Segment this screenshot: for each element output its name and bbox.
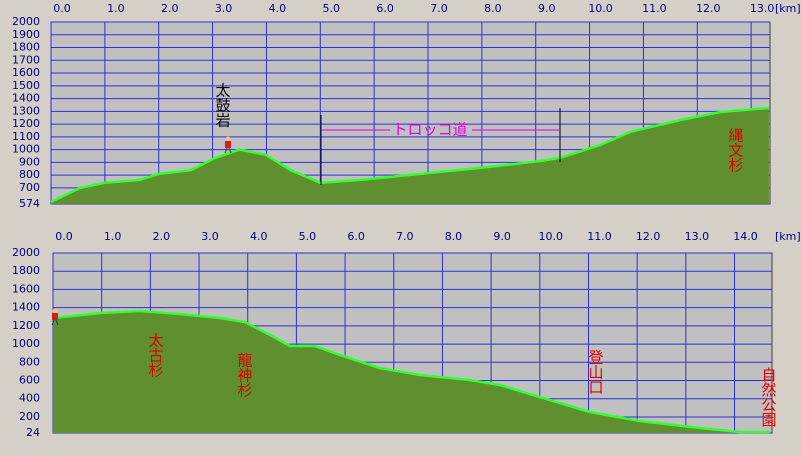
x-axis-label: [km] bbox=[775, 2, 801, 15]
annotation: 登山口 bbox=[587, 350, 605, 395]
x-tick-label: 2.0 bbox=[153, 230, 171, 243]
y-tick-label: 1700 bbox=[12, 53, 40, 66]
x-tick-label: 9.0 bbox=[538, 2, 556, 15]
annotation: 自然公園 bbox=[760, 367, 778, 427]
x-tick-label: 7.0 bbox=[430, 2, 448, 15]
hiker-leg bbox=[55, 319, 59, 326]
y-tick-label: 2000 bbox=[12, 15, 40, 28]
y-tick-label: 1500 bbox=[12, 79, 40, 92]
annotation: 縄文杉 bbox=[727, 128, 745, 173]
y-tick-label: 600 bbox=[19, 374, 40, 387]
x-tick-label: 10.0 bbox=[539, 230, 564, 243]
y-tick-label: 574 bbox=[19, 197, 40, 210]
x-tick-label: 5.0 bbox=[299, 230, 317, 243]
x-tick-label: 0.0 bbox=[53, 2, 71, 15]
hiker-body bbox=[225, 141, 231, 148]
x-tick-label: 11.0 bbox=[642, 2, 667, 15]
y-tick-label: 1100 bbox=[12, 130, 40, 143]
profile-line bbox=[52, 309, 770, 434]
y-tick-label: 1000 bbox=[12, 337, 40, 350]
x-tick-label: 13.0 bbox=[750, 2, 775, 15]
annotation: 太鼓岩 bbox=[214, 83, 232, 128]
y-tick-label: 700 bbox=[19, 181, 40, 194]
y-tick-label: 400 bbox=[19, 392, 40, 405]
y-tick-label: 2000 bbox=[12, 246, 40, 259]
y-tick-label: 24 bbox=[26, 426, 40, 439]
x-tick-label: 8.0 bbox=[445, 230, 463, 243]
x-tick-label: 14.0 bbox=[733, 230, 758, 243]
profile-line bbox=[50, 106, 770, 204]
y-tick-label: 1800 bbox=[12, 264, 40, 277]
x-tick-label: 0.0 bbox=[55, 230, 73, 243]
y-tick-label: 1300 bbox=[12, 104, 40, 117]
annotation: 龍神杉 bbox=[236, 353, 254, 398]
y-tick-label: 800 bbox=[19, 168, 40, 181]
y-tick-label: 1600 bbox=[12, 66, 40, 79]
y-tick-label: 1200 bbox=[12, 117, 40, 130]
annotation: 太古杉 bbox=[147, 333, 165, 378]
x-tick-label: 2.0 bbox=[161, 2, 179, 15]
x-tick-label: 3.0 bbox=[201, 230, 219, 243]
x-tick-label: 11.0 bbox=[587, 230, 612, 243]
hiker-head bbox=[225, 136, 231, 142]
x-tick-label: 13.0 bbox=[685, 230, 710, 243]
x-tick-label: 4.0 bbox=[250, 230, 268, 243]
hiker-leg bbox=[224, 147, 228, 154]
x-axis-label: [km] bbox=[775, 230, 801, 243]
x-tick-label: 1.0 bbox=[107, 2, 125, 15]
x-tick-label: 12.0 bbox=[696, 2, 721, 15]
y-tick-label: 200 bbox=[19, 410, 40, 423]
hiker-leg bbox=[228, 147, 232, 154]
x-tick-label: 4.0 bbox=[269, 2, 287, 15]
x-tick-label: 5.0 bbox=[323, 2, 341, 15]
area bbox=[53, 311, 770, 433]
y-tick-label: 1800 bbox=[12, 41, 40, 54]
y-tick-label: 1600 bbox=[12, 282, 40, 295]
y-tick-label: 1400 bbox=[12, 301, 40, 314]
x-tick-label: 9.0 bbox=[493, 230, 511, 243]
hiker-leg bbox=[51, 319, 55, 326]
y-tick-label: 1900 bbox=[12, 28, 40, 41]
y-tick-label: 1400 bbox=[12, 92, 40, 105]
x-tick-label: 12.0 bbox=[636, 230, 661, 243]
hiker-body bbox=[52, 313, 58, 320]
x-tick-label: 6.0 bbox=[347, 230, 365, 243]
x-tick-label: 6.0 bbox=[376, 2, 394, 15]
hiker-head bbox=[52, 308, 58, 314]
y-tick-label: 900 bbox=[19, 155, 40, 168]
x-tick-label: 8.0 bbox=[484, 2, 502, 15]
x-tick-label: 10.0 bbox=[588, 2, 613, 15]
y-tick-label: 1000 bbox=[12, 143, 40, 156]
x-tick-label: 1.0 bbox=[104, 230, 122, 243]
y-tick-label: 800 bbox=[19, 355, 40, 368]
area bbox=[51, 107, 769, 204]
annotation: トロッコ道 bbox=[392, 121, 467, 139]
x-tick-label: 3.0 bbox=[215, 2, 233, 15]
x-tick-label: 7.0 bbox=[396, 230, 414, 243]
y-tick-label: 1200 bbox=[12, 319, 40, 332]
